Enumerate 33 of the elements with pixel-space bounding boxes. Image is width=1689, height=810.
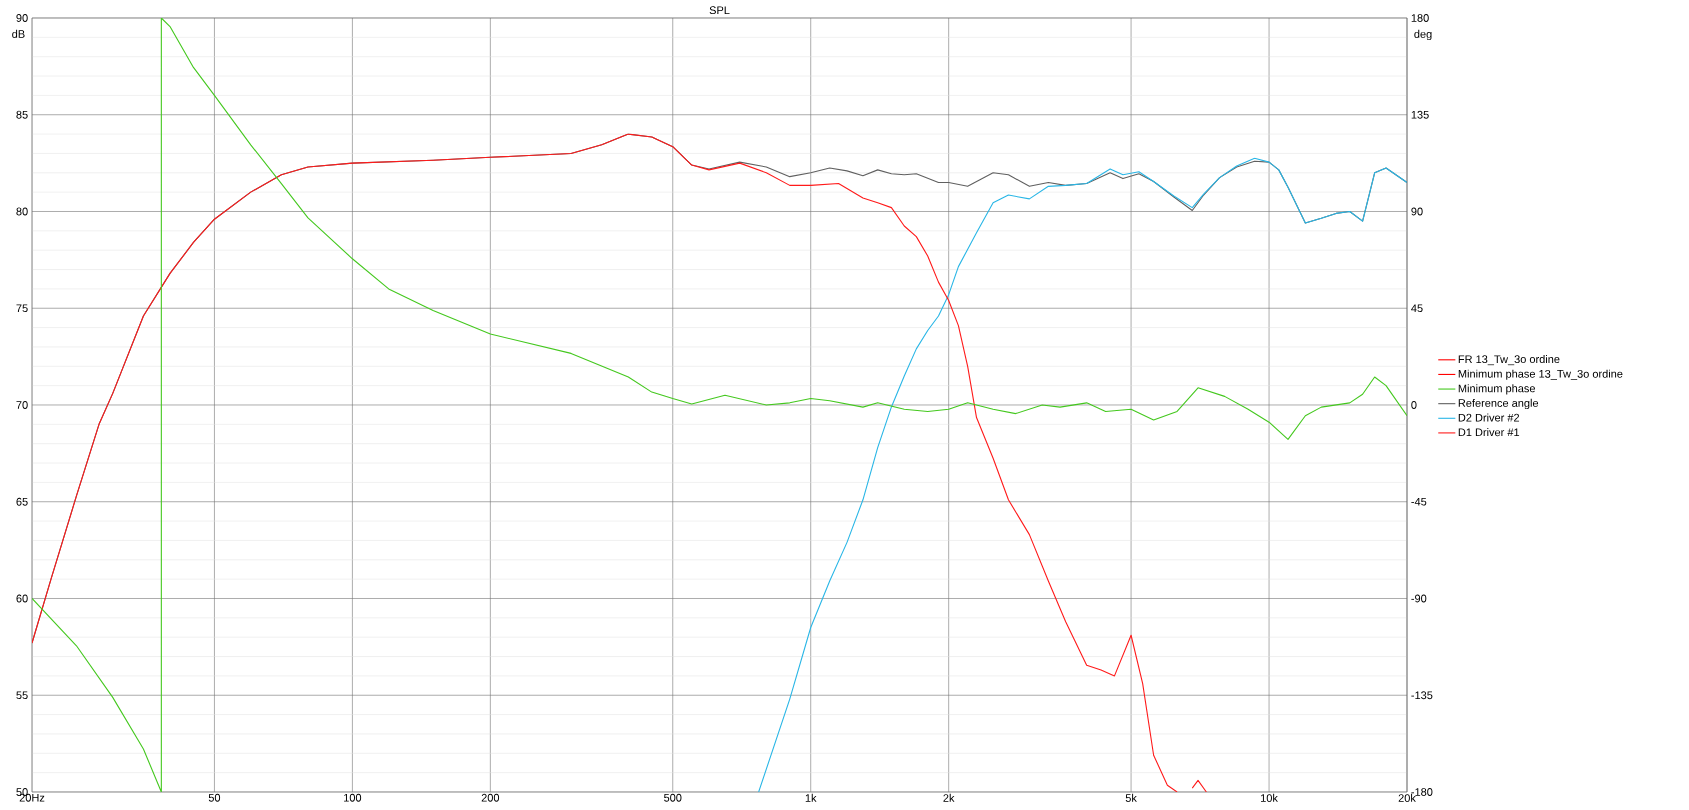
y2-tick-label: -135 [1411, 691, 1433, 700]
y2-tick-label: 45 [1411, 304, 1423, 313]
x-tick-label: 1k [805, 793, 817, 802]
y-tick-label: 70 [16, 401, 28, 409]
y2-tick-label: -90 [1411, 594, 1427, 603]
legend-label: Minimum phase 13_Tw_3o ordine [1458, 369, 1623, 380]
y-tick-label: 80 [16, 207, 28, 216]
legend-label: Minimum phase [1458, 384, 1536, 395]
y-tick-label: 75 [16, 304, 28, 313]
legend-label: Reference angle [1458, 398, 1539, 410]
legend-label: FR 13_Tw_3o ordine [1458, 355, 1560, 366]
y-axis-title: dB [12, 29, 25, 38]
y2-tick-label: 135 [1411, 110, 1429, 119]
y-tick-label: 65 [16, 497, 28, 506]
y-tick-label: 90 [16, 14, 28, 22]
y-tick-label: 55 [16, 691, 28, 700]
y2-tick-label: 0 [1411, 401, 1417, 409]
x-tick-label: 5k [1125, 793, 1137, 802]
x-tick-label: 10k [1261, 793, 1278, 802]
y2-axis-title: deg [1414, 29, 1432, 41]
y2-tick-label: 90 [1411, 207, 1423, 216]
x-tick-label: 50 [208, 793, 221, 802]
y2-tick-label: 180 [1411, 14, 1429, 22]
x-tick-label: 100 [344, 793, 362, 802]
legend-label: D1 Driver #1 [1458, 428, 1520, 437]
chart-title: SPL [709, 6, 730, 15]
y-tick-label: 60 [16, 594, 28, 603]
legend-label: D2 Driver #2 [1458, 413, 1520, 422]
y2-tick-label: -45 [1411, 497, 1427, 506]
y-tick-label: 85 [16, 110, 28, 119]
x-tick-label: 200 [481, 793, 500, 802]
x-tick-label: 2k [943, 793, 955, 802]
x-tick-label: 500 [664, 793, 682, 802]
